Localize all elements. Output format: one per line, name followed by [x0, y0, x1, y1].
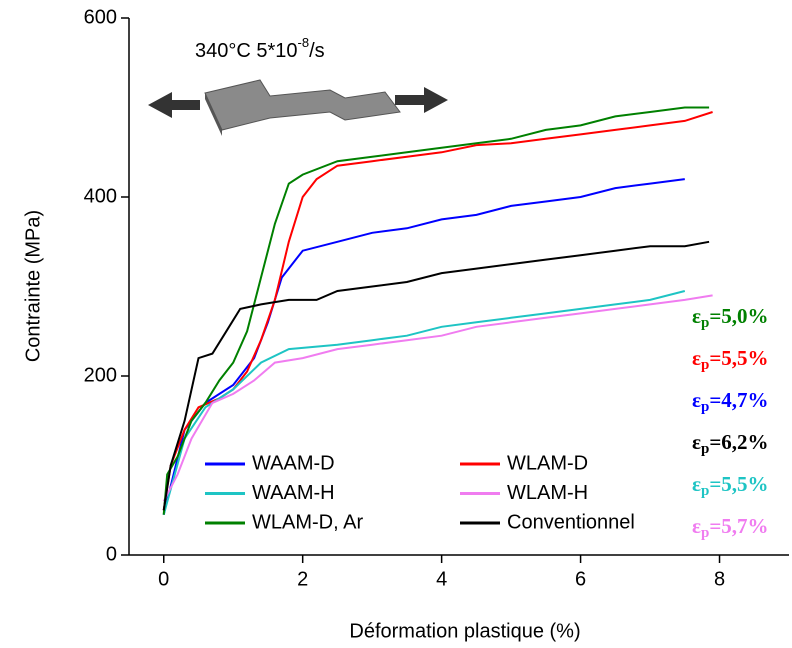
strain-subscript: p: [701, 315, 709, 331]
strain-label: εp=5,5%: [692, 346, 769, 374]
specimen: [204, 79, 401, 131]
data-line: [162, 240, 710, 511]
strain-label: εp=5,7%: [692, 514, 769, 542]
y-axis-title: Contrainte (MPa): [22, 210, 44, 362]
strain-symbol: ε: [692, 472, 701, 496]
strain-symbol: ε: [692, 304, 701, 328]
x-tick-label: 2: [297, 568, 308, 590]
strain-subscript: p: [701, 525, 709, 541]
strain-symbol: ε: [692, 388, 701, 412]
strain-label: εp=5,0%: [692, 304, 769, 332]
strain-label: εp=6,2%: [692, 430, 769, 458]
legend-label: WAAM-H: [252, 482, 335, 504]
arrow-left: [148, 92, 200, 118]
strain-label: εp=4,7%: [692, 388, 769, 416]
x-tick-label: 8: [714, 568, 725, 590]
data-line: [162, 106, 710, 515]
strain-subscript: p: [701, 399, 709, 415]
y-tick-label: 200: [84, 364, 117, 386]
legend-label: WAAM-D: [252, 452, 335, 474]
conditions-unit: /s: [309, 40, 325, 62]
strain-subscript: p: [701, 441, 709, 457]
legend-label: WLAM-H: [507, 482, 588, 504]
strain-value: =6,2%: [709, 430, 768, 454]
legend-label: Conventionnel: [507, 511, 635, 533]
y-tick-label: 600: [84, 6, 117, 28]
conditions: 340°C 5*10-8/s: [195, 35, 325, 62]
strain-symbol: ε: [692, 514, 701, 538]
y-tick-label: 400: [84, 185, 117, 207]
specimen-figure: [148, 79, 448, 136]
data-line: [162, 294, 713, 502]
x-axis-title: Déformation plastique (%): [349, 620, 580, 642]
data-line: [162, 290, 686, 515]
x-tick-label: 4: [436, 568, 447, 590]
strain-subscript: p: [701, 483, 709, 499]
strain-value: =5,0%: [709, 304, 768, 328]
strain-value: =4,7%: [709, 388, 768, 412]
strain-value: =5,5%: [709, 346, 768, 370]
y-tick-label: 0: [106, 543, 117, 565]
specimen-side: [205, 93, 222, 136]
x-tick-label: 6: [575, 568, 586, 590]
strain-value: =5,7%: [709, 514, 768, 538]
legend-label: WLAM-D: [507, 452, 588, 474]
strain-symbol: ε: [692, 430, 701, 454]
conditions-text: 340°C 5*10: [195, 40, 298, 62]
strain-subscript: p: [701, 357, 709, 373]
arrow-right: [395, 87, 448, 113]
data-line: [162, 178, 685, 515]
strain-label: εp=5,5%: [692, 472, 769, 500]
conditions-exponent: -8: [298, 35, 310, 50]
strain-value: =5,5%: [709, 472, 768, 496]
strain-symbol: ε: [692, 346, 701, 370]
x-tick-label: 0: [158, 568, 169, 590]
data-line: [162, 111, 713, 511]
legend-label: WLAM-D, Ar: [252, 511, 363, 533]
